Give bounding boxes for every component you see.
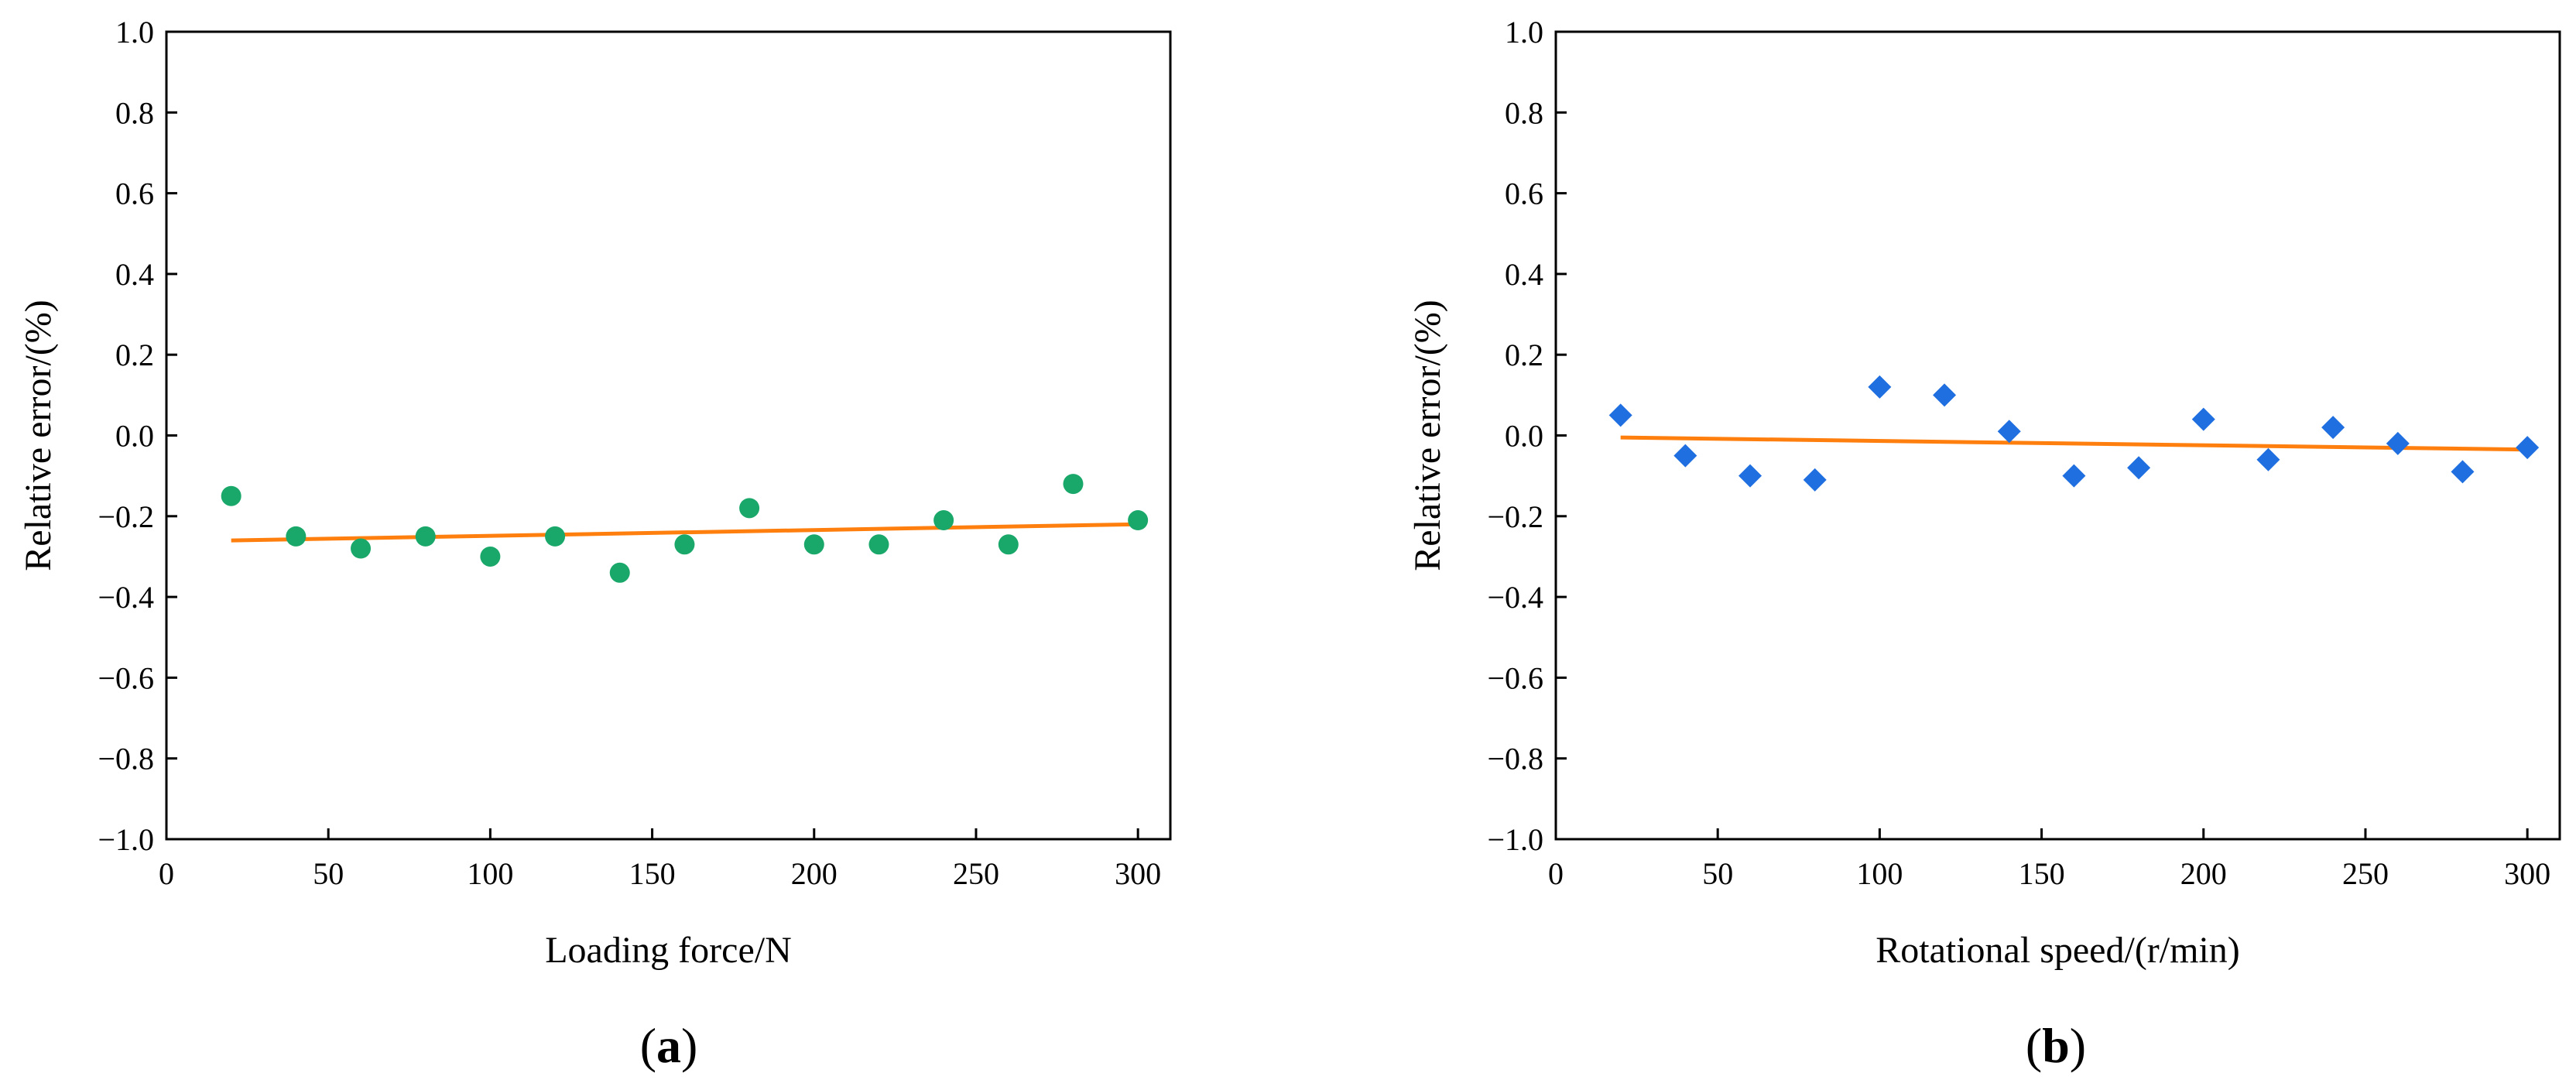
data-point bbox=[2516, 436, 2540, 460]
plot-frame bbox=[1554, 30, 2561, 841]
y-tick-label: 0.6 bbox=[1505, 177, 1543, 211]
y-tick-label: −1.0 bbox=[1487, 822, 1543, 857]
data-point bbox=[998, 534, 1019, 555]
data-point bbox=[1933, 383, 1957, 407]
x-tick-label: 0 bbox=[1548, 856, 1564, 891]
x-tick-label: 150 bbox=[2019, 856, 2065, 891]
y-tick-label: −0.2 bbox=[1487, 499, 1543, 534]
data-point bbox=[933, 510, 954, 531]
x-tick-label: 250 bbox=[953, 856, 999, 891]
data-point bbox=[674, 534, 695, 555]
panel-label-close: ) bbox=[681, 1018, 697, 1073]
x-tick-label: 50 bbox=[1702, 856, 1733, 891]
x-tick-label: 200 bbox=[2180, 856, 2227, 891]
data-point bbox=[1673, 444, 1697, 468]
data-point bbox=[1738, 464, 1762, 488]
y-tick-label: 0.8 bbox=[115, 95, 154, 130]
x-tick-label: 50 bbox=[313, 856, 344, 891]
data-point bbox=[2451, 460, 2475, 484]
y-tick-label: −0.6 bbox=[1487, 660, 1543, 695]
panel-label-open: ( bbox=[640, 1018, 656, 1073]
y-tick-label: 1.0 bbox=[115, 15, 154, 50]
data-point bbox=[1997, 420, 2021, 444]
y-tick-label: 0.4 bbox=[1505, 257, 1543, 292]
panel-label-close: ) bbox=[2070, 1018, 2086, 1073]
y-tick-label: −0.4 bbox=[1487, 580, 1543, 615]
data-point bbox=[1608, 403, 1632, 427]
data-point bbox=[2062, 464, 2086, 488]
y-tick-label: −0.8 bbox=[1487, 742, 1543, 776]
data-point bbox=[739, 498, 760, 519]
chart-panel-a: 1.0 0.8 0.6 0.4 0.2 0.0 −0.2 −0.4 −0.6 −0.8 −1.00 5… bbox=[18, 15, 1172, 1073]
data-point bbox=[1803, 468, 1827, 492]
y-axis-title: Relative error/(%) bbox=[1407, 300, 1448, 571]
x-tick-label: 100 bbox=[467, 856, 513, 891]
fit-line bbox=[231, 522, 1139, 543]
x-axis-title: Loading force/N bbox=[545, 930, 792, 971]
data-point bbox=[868, 534, 889, 555]
x-tick-label: 300 bbox=[1115, 856, 1161, 891]
x-tick-label: 300 bbox=[2504, 856, 2550, 891]
data-point bbox=[2127, 456, 2151, 480]
x-tick-label: 250 bbox=[2342, 856, 2389, 891]
panel-label: (a) bbox=[640, 1018, 698, 1073]
y-tick-label: 1.0 bbox=[1505, 15, 1543, 50]
data-point bbox=[1063, 474, 1084, 495]
fit-line bbox=[1620, 435, 2528, 452]
data-point bbox=[545, 526, 566, 547]
x-tick-label: 200 bbox=[791, 856, 838, 891]
y-tick-label: −1.0 bbox=[98, 822, 154, 857]
data-point bbox=[415, 526, 436, 547]
y-tick-label: 0.2 bbox=[1505, 338, 1543, 372]
y-tick-label: 0.4 bbox=[115, 257, 154, 292]
panel-label: (b) bbox=[2026, 1018, 2086, 1073]
y-tick-label: −0.6 bbox=[98, 660, 154, 695]
panel-label-letter: b bbox=[2042, 1018, 2070, 1073]
y-tick-label: 0.0 bbox=[115, 419, 154, 454]
plot-frame bbox=[165, 30, 1172, 841]
chart-panel-b: 1.0 0.8 0.6 0.4 0.2 0.0 −0.2 −0.4 −0.6 −0.8 −1.00 5… bbox=[1407, 15, 2561, 1073]
data-point bbox=[2256, 447, 2280, 471]
data-point bbox=[351, 538, 372, 559]
panel-label-letter: a bbox=[656, 1018, 681, 1073]
data-point bbox=[1128, 510, 1149, 531]
data-point bbox=[803, 534, 824, 555]
x-axis-title: Rotational speed/(r/min) bbox=[1875, 930, 2240, 971]
data-point bbox=[1868, 375, 1892, 399]
x-tick-label: 0 bbox=[159, 856, 174, 891]
panel-label-open: ( bbox=[2026, 1018, 2042, 1073]
x-tick-label: 150 bbox=[629, 856, 676, 891]
data-point bbox=[2386, 431, 2410, 455]
y-tick-label: 0.6 bbox=[115, 177, 154, 211]
data-point bbox=[2191, 407, 2215, 431]
data-point bbox=[609, 562, 630, 583]
y-tick-label: −0.8 bbox=[98, 742, 154, 776]
y-tick-label: −0.4 bbox=[98, 580, 154, 615]
y-tick-label: 0.2 bbox=[115, 338, 154, 372]
y-tick-label: −0.2 bbox=[98, 499, 154, 534]
data-point bbox=[286, 526, 307, 547]
y-tick-label: 0.8 bbox=[1505, 95, 1543, 130]
y-tick-label: 0.0 bbox=[1505, 419, 1543, 454]
data-point bbox=[2321, 416, 2345, 440]
x-tick-label: 100 bbox=[1856, 856, 1903, 891]
y-axis-title: Relative error/(%) bbox=[18, 300, 59, 571]
data-point bbox=[221, 485, 242, 506]
data-point bbox=[480, 546, 501, 567]
